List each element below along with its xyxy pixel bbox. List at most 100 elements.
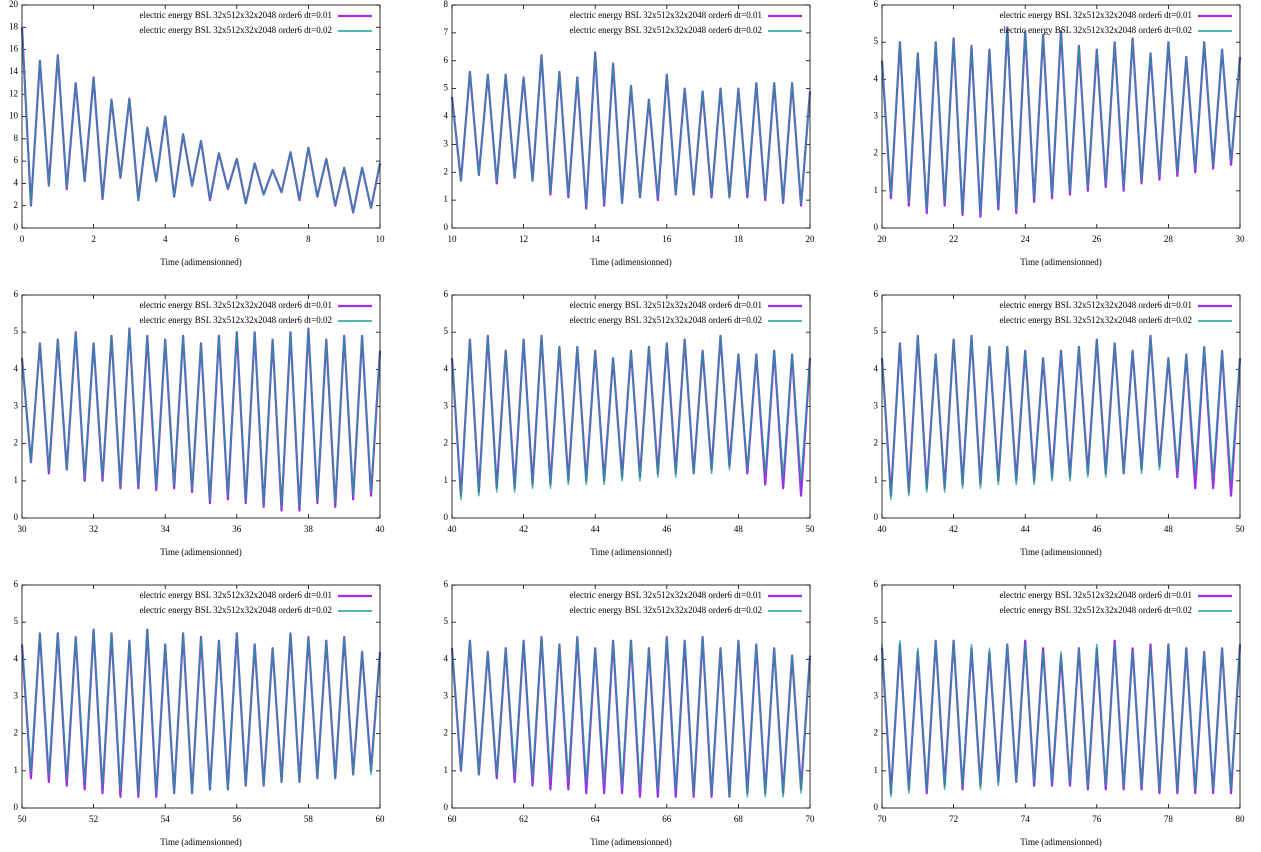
x-axis-label: Time (adimensionned) [160, 837, 241, 847]
x-axis-label: Time (adimensionned) [1020, 257, 1101, 267]
y-tick-label: 1 [874, 185, 879, 195]
y-tick-label: 0 [444, 222, 449, 232]
legend-label: electric energy BSL 32x512x32x2048 order… [139, 25, 332, 35]
data-line [451, 51, 811, 207]
y-tick-label: 6 [874, 579, 879, 589]
y-tick-label: 5 [444, 616, 449, 626]
legend-label: electric energy BSL 32x512x32x2048 order… [999, 590, 1192, 600]
plot-frame [451, 4, 811, 229]
y-tick-label: 2 [14, 728, 19, 738]
x-tick-label: 10 [376, 234, 386, 244]
x-tick-label: 76 [1092, 814, 1102, 824]
y-tick-label: 8 [14, 133, 19, 143]
y-tick-label: 6 [444, 55, 449, 65]
x-tick-label: 60 [448, 814, 458, 824]
y-tick-label: 1 [444, 475, 449, 485]
x-tick-label: 34 [161, 524, 171, 534]
y-tick-label: 18 [9, 21, 19, 31]
x-axis-label: Time (adimensionned) [590, 547, 671, 557]
x-tick-label: 40 [448, 524, 458, 534]
x-tick-label: 2 [91, 234, 96, 244]
legend-label: electric energy BSL 32x512x32x2048 order… [139, 10, 332, 20]
x-tick-label: 46 [1092, 524, 1102, 534]
x-tick-label: 58 [304, 814, 314, 824]
x-tick-label: 68 [734, 814, 744, 824]
x-tick-label: 50 [806, 524, 816, 534]
y-tick-label: 4 [14, 363, 19, 373]
y-tick-label: 2 [444, 728, 449, 738]
plot-frame [451, 584, 811, 809]
x-tick-label: 52 [89, 814, 98, 824]
legend-label: electric energy BSL 32x512x32x2048 order… [569, 10, 762, 20]
y-tick-label: 2 [14, 200, 19, 210]
data-line [21, 327, 381, 508]
y-tick-label: 12 [9, 88, 18, 98]
y-tick-label: 8 [444, 0, 449, 9]
data-line [20, 628, 382, 798]
legend-label: electric energy BSL 32x512x32x2048 order… [999, 300, 1192, 310]
legend-label: electric energy BSL 32x512x32x2048 order… [569, 300, 762, 310]
data-line [20, 27, 382, 214]
data-line [450, 635, 812, 798]
data-line [880, 639, 1242, 795]
x-tick-label: 36 [232, 524, 242, 534]
x-tick-label: 80 [1236, 814, 1246, 824]
y-tick-label: 2 [874, 148, 879, 158]
x-tick-label: 4 [163, 234, 168, 244]
x-tick-label: 8 [306, 234, 311, 244]
legend-label: electric energy BSL 32x512x32x2048 order… [999, 10, 1192, 20]
legend-label: electric energy BSL 32x512x32x2048 order… [999, 315, 1192, 325]
y-tick-label: 1 [14, 765, 19, 775]
x-tick-label: 10 [448, 234, 458, 244]
legend-label: electric energy BSL 32x512x32x2048 order… [569, 25, 762, 35]
y-tick-label: 1 [874, 475, 879, 485]
y-tick-label: 0 [444, 802, 449, 812]
x-tick-label: 6 [235, 234, 240, 244]
y-tick-label: 4 [14, 653, 19, 663]
y-tick-label: 2 [444, 166, 449, 176]
y-tick-label: 2 [874, 438, 879, 448]
y-tick-label: 4 [444, 363, 449, 373]
y-tick-label: 0 [14, 222, 19, 232]
y-tick-label: 5 [444, 83, 449, 93]
y-tick-label: 0 [14, 512, 19, 522]
legend-label: electric energy BSL 32x512x32x2048 order… [139, 300, 332, 310]
x-tick-label: 0 [20, 234, 25, 244]
data-line [21, 27, 381, 213]
x-axis-label: Time (adimensionned) [160, 547, 241, 557]
legend-label: electric energy BSL 32x512x32x2048 order… [569, 315, 762, 325]
x-tick-label: 56 [232, 814, 242, 824]
x-tick-label: 32 [89, 524, 98, 534]
y-tick-label: 0 [874, 512, 879, 522]
x-axis-label: Time (adimensionned) [590, 257, 671, 267]
x-tick-label: 54 [161, 814, 171, 824]
plot-frame [881, 294, 1241, 519]
y-tick-label: 3 [874, 691, 879, 701]
y-tick-label: 14 [9, 66, 19, 76]
x-tick-label: 48 [734, 524, 744, 534]
x-tick-label: 50 [1236, 524, 1246, 534]
x-tick-label: 42 [949, 524, 958, 534]
y-tick-label: 4 [874, 653, 879, 663]
plot-frame [21, 4, 381, 229]
y-tick-label: 0 [874, 222, 879, 232]
x-tick-label: 38 [304, 524, 314, 534]
x-tick-label: 44 [591, 524, 601, 534]
y-tick-label: 1 [444, 194, 449, 204]
plot-frame [451, 294, 811, 519]
legend-label: electric energy BSL 32x512x32x2048 order… [999, 605, 1192, 615]
y-tick-label: 2 [444, 438, 449, 448]
x-tick-label: 40 [376, 524, 386, 534]
plot-frame [21, 294, 381, 519]
x-tick-label: 72 [949, 814, 958, 824]
y-tick-label: 6 [444, 289, 449, 299]
y-tick-label: 5 [874, 616, 879, 626]
y-tick-label: 3 [874, 401, 879, 411]
x-tick-label: 18 [734, 234, 744, 244]
x-tick-label: 48 [1164, 524, 1174, 534]
data-line [21, 628, 381, 794]
x-tick-label: 22 [949, 234, 958, 244]
y-tick-label: 4 [444, 653, 449, 663]
legend-label: electric energy BSL 32x512x32x2048 order… [999, 25, 1192, 35]
data-line [881, 639, 1241, 798]
